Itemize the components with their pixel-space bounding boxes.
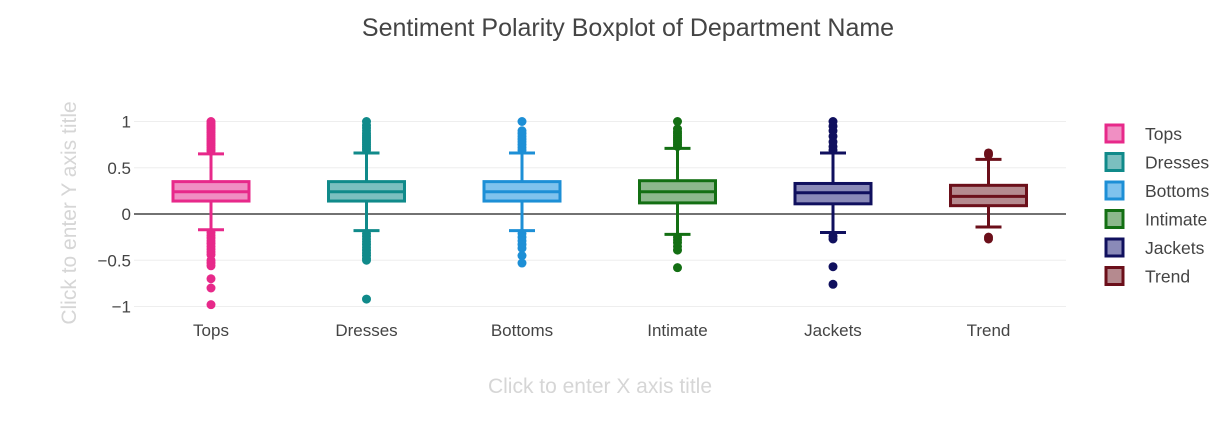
x-tick-label: Tops bbox=[193, 321, 229, 340]
y-tick-label: 1 bbox=[122, 113, 131, 132]
plot-area[interactable] bbox=[171, 117, 1028, 310]
outlier-point[interactable] bbox=[828, 117, 838, 126]
legend-item-dresses[interactable]: Dresses bbox=[1104, 152, 1209, 173]
x-tick-label: Jackets bbox=[804, 321, 862, 340]
outlier-point[interactable] bbox=[517, 258, 527, 268]
outlier-point[interactable] bbox=[206, 300, 216, 310]
box-bottoms[interactable] bbox=[482, 117, 562, 268]
x-tick-label: Intimate bbox=[647, 321, 707, 340]
legend-item-tops[interactable]: Tops bbox=[1104, 123, 1182, 144]
outlier-point[interactable] bbox=[362, 294, 371, 304]
outlier-point[interactable] bbox=[828, 279, 838, 289]
x-tick-label: Trend bbox=[967, 321, 1011, 340]
outlier-point[interactable] bbox=[673, 117, 682, 126]
legend-label: Tops bbox=[1145, 124, 1182, 144]
outlier-point[interactable] bbox=[206, 283, 216, 293]
legend-label: Trend bbox=[1145, 267, 1190, 287]
legend-label: Bottoms bbox=[1145, 181, 1209, 201]
x-tick-label: Bottoms bbox=[491, 321, 553, 340]
box-dresses[interactable] bbox=[327, 117, 406, 304]
legend-swatch bbox=[1104, 209, 1125, 229]
grid-lines bbox=[134, 121, 1066, 307]
box-trend[interactable] bbox=[949, 148, 1028, 244]
y-tick-label: −0.5 bbox=[97, 251, 131, 270]
outlier-point[interactable] bbox=[984, 148, 993, 158]
y-tick-labels: 1 0.5 0 −0.5 −1 bbox=[97, 113, 131, 317]
outlier-point[interactable] bbox=[517, 126, 527, 136]
outlier-point[interactable] bbox=[828, 234, 838, 244]
legend-item-intimate[interactable]: Intimate bbox=[1104, 209, 1207, 230]
outlier-point[interactable] bbox=[517, 251, 527, 261]
legend[interactable]: Tops Dresses Bottoms Intimate Jackets Trend bbox=[1104, 123, 1209, 287]
outlier-point[interactable] bbox=[206, 274, 216, 284]
legend-label: Dresses bbox=[1145, 153, 1209, 173]
legend-swatch bbox=[1104, 152, 1125, 172]
legend-item-bottoms[interactable]: Bottoms bbox=[1104, 180, 1209, 201]
y-tick-label: −1 bbox=[112, 298, 131, 317]
outlier-point[interactable] bbox=[984, 234, 993, 244]
x-tick-labels: Tops Dresses Bottoms Intimate Jackets Trend bbox=[193, 321, 1010, 340]
outlier-point[interactable] bbox=[206, 117, 216, 126]
y-axis-title-placeholder[interactable]: Click to enter Y axis title bbox=[58, 101, 81, 324]
box-intimate[interactable] bbox=[638, 117, 717, 273]
y-tick-label: 0 bbox=[122, 205, 131, 224]
legend-label: Intimate bbox=[1145, 210, 1207, 230]
outlier-point[interactable] bbox=[517, 117, 527, 126]
outlier-point[interactable] bbox=[673, 263, 682, 273]
x-tick-label: Dresses bbox=[335, 321, 397, 340]
outlier-point[interactable] bbox=[206, 261, 216, 271]
outlier-point[interactable] bbox=[673, 245, 682, 255]
y-tick-label: 0.5 bbox=[107, 159, 131, 178]
outlier-point[interactable] bbox=[362, 255, 371, 265]
box-jackets[interactable] bbox=[793, 117, 873, 289]
outlier-point[interactable] bbox=[828, 262, 838, 272]
legend-swatch bbox=[1104, 123, 1125, 144]
outlier-point[interactable] bbox=[673, 124, 682, 134]
legend-swatch bbox=[1104, 180, 1125, 201]
outlier-point[interactable] bbox=[517, 243, 527, 253]
legend-item-trend[interactable]: Trend bbox=[1104, 266, 1190, 287]
legend-item-jackets[interactable]: Jackets bbox=[1104, 237, 1205, 258]
legend-label: Jackets bbox=[1145, 238, 1205, 258]
outlier-point[interactable] bbox=[362, 117, 371, 126]
legend-swatch bbox=[1104, 237, 1125, 258]
chart-title: Sentiment Polarity Boxplot of Department… bbox=[362, 14, 894, 42]
x-axis-title-placeholder[interactable]: Click to enter X axis title bbox=[488, 375, 712, 398]
box-tops[interactable] bbox=[171, 117, 251, 310]
legend-swatch bbox=[1104, 266, 1125, 286]
